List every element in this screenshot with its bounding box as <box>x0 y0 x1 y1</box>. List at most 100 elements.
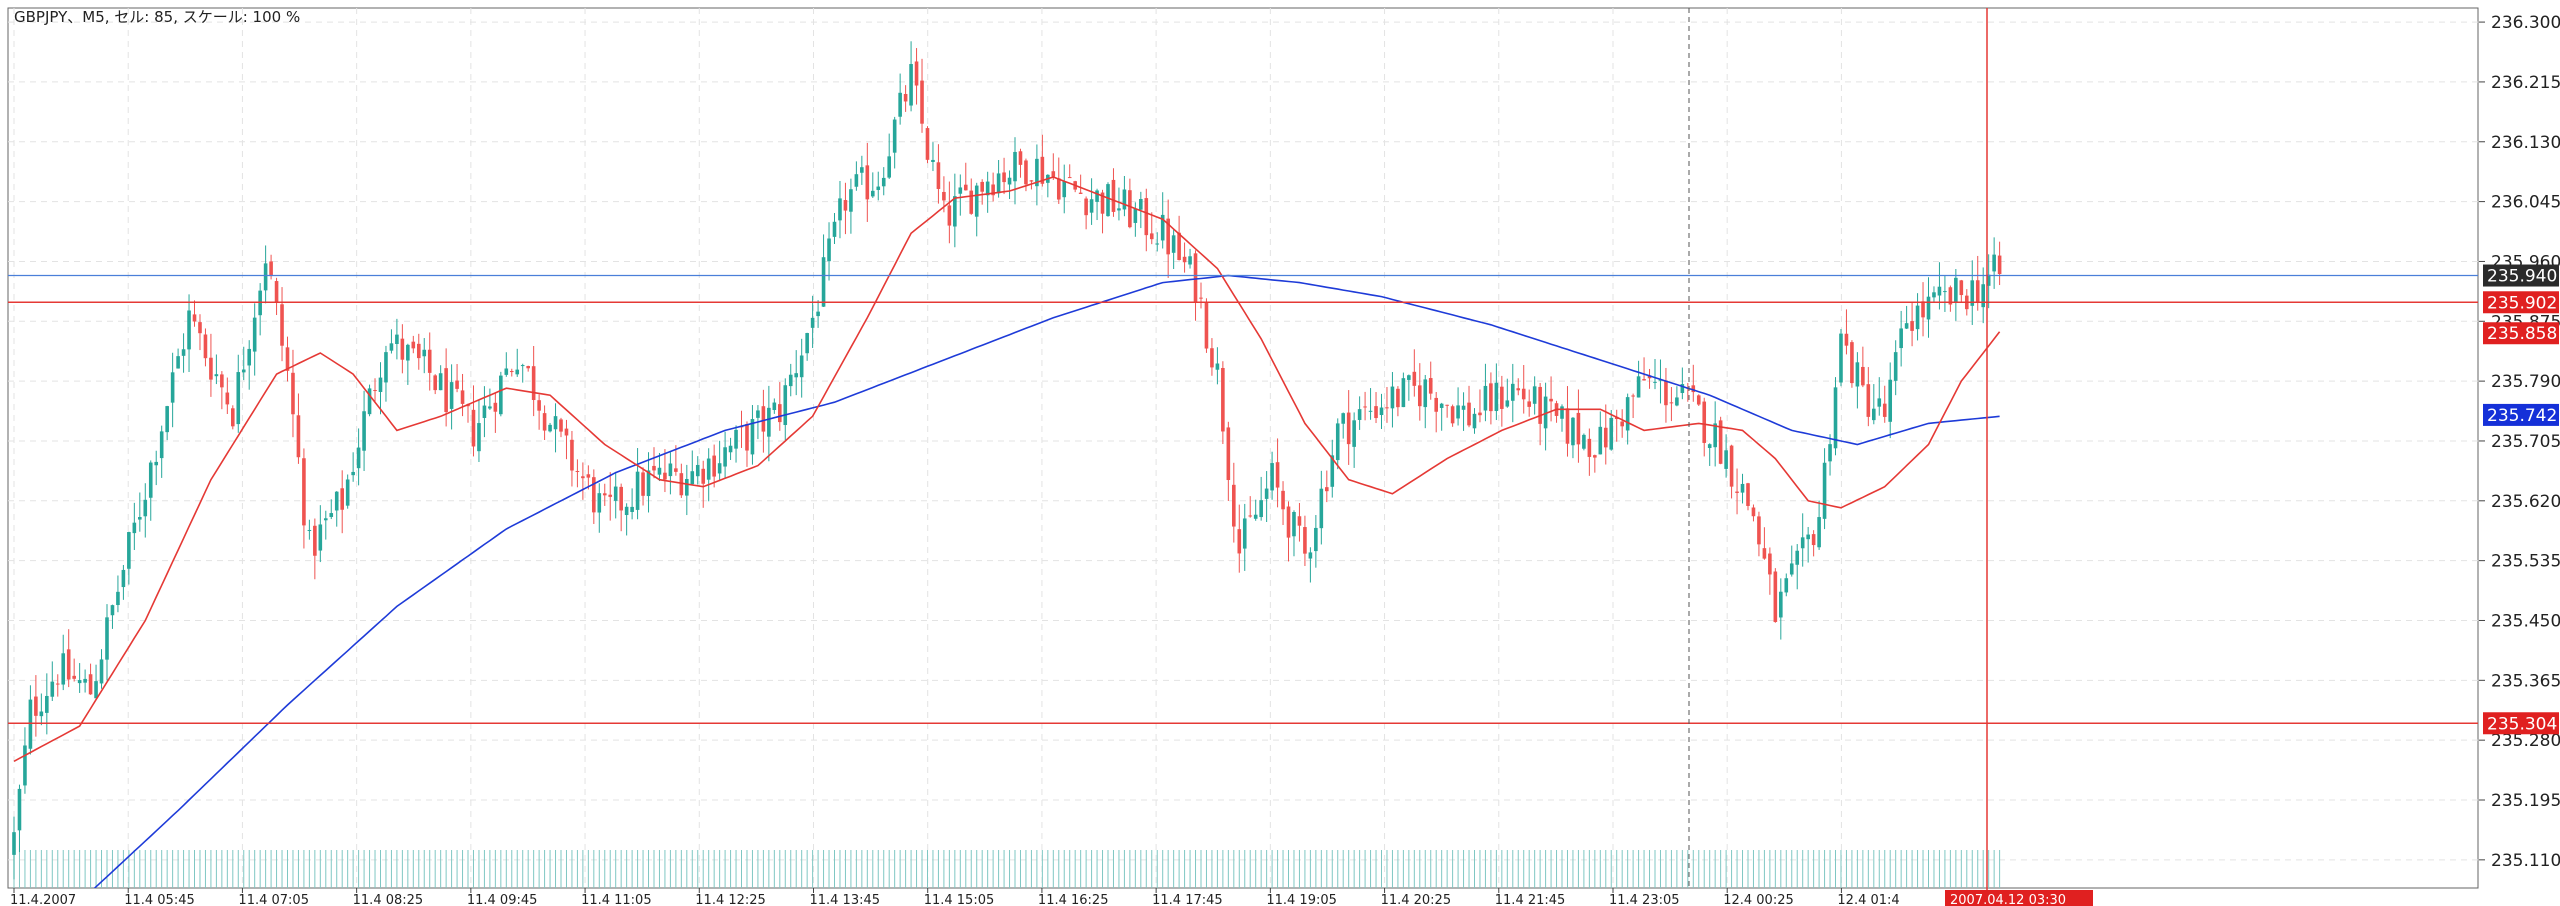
candle-body <box>220 374 224 388</box>
candle-body <box>849 189 853 212</box>
candle-body <box>460 390 465 404</box>
candle-body <box>783 385 788 425</box>
candle-body <box>1932 292 1936 298</box>
candle-body <box>1625 397 1630 431</box>
time-tick-label: 11.4 07:05 <box>238 893 309 906</box>
candle-body <box>1084 198 1088 216</box>
candle-body <box>88 674 93 695</box>
candle-body <box>66 649 71 680</box>
plot-frame <box>7 7 2479 889</box>
candle-body <box>854 174 859 187</box>
candle-body <box>635 471 640 510</box>
candle-body <box>1997 255 2002 275</box>
candle-body <box>663 472 667 480</box>
candle-body <box>1314 527 1318 552</box>
candle-body <box>12 832 16 855</box>
candle-body <box>203 334 208 359</box>
candle-body <box>499 375 503 415</box>
candle-body <box>1937 286 1942 296</box>
candle-body <box>947 205 952 226</box>
candle-body <box>679 473 684 496</box>
candle-body <box>1467 402 1471 426</box>
candle-body <box>138 517 142 520</box>
candle-body <box>974 185 979 217</box>
candle-body <box>1215 363 1220 370</box>
candle-body <box>1510 383 1515 401</box>
candle-body <box>1013 151 1017 182</box>
candle-body <box>1954 277 1958 303</box>
candle-body <box>1106 184 1110 217</box>
candle-body <box>116 591 120 606</box>
candle-body <box>313 525 317 556</box>
candle-body <box>1259 500 1263 518</box>
candle-body <box>1811 534 1816 546</box>
candle-body <box>406 344 410 361</box>
candle-body <box>1521 388 1526 400</box>
candle-body <box>1768 553 1772 575</box>
candle-body <box>1675 397 1679 406</box>
candle-body <box>706 458 711 480</box>
candle-body <box>1450 406 1455 424</box>
candle-body <box>991 184 995 196</box>
candle-body <box>1160 214 1165 241</box>
candle-body <box>630 506 634 512</box>
candle-body <box>274 281 279 303</box>
time-tick-label: 11.4 15:05 <box>924 893 995 906</box>
candle-body <box>165 406 169 433</box>
time-tick-label: 11.4 16:25 <box>1038 893 1109 906</box>
candle-body <box>1664 380 1668 406</box>
candle-body <box>805 333 809 354</box>
time-tick-label: 12.4 01:4 <box>1837 893 1899 906</box>
candle-body <box>209 357 213 380</box>
candle-body <box>1182 256 1187 263</box>
candle-body <box>1325 487 1329 492</box>
candle-body <box>187 310 191 350</box>
candle-body <box>1330 455 1335 487</box>
candle-body <box>121 569 126 588</box>
candle-body <box>1374 406 1378 419</box>
candle-body <box>1762 548 1767 559</box>
candle-body <box>400 338 405 360</box>
candle-body <box>395 334 399 345</box>
badge-background <box>2483 712 2559 735</box>
candle-body <box>1817 517 1821 548</box>
candle-body <box>1943 291 1947 293</box>
candle-body <box>291 372 295 415</box>
time-tick-label: 11.4 12:25 <box>695 893 766 906</box>
candle-body <box>1718 420 1723 464</box>
grid-lines <box>8 8 2478 888</box>
candle-body <box>1757 516 1761 545</box>
candle-body <box>1587 438 1592 457</box>
candle-body <box>422 349 427 357</box>
candle-body <box>17 788 22 831</box>
candle-body <box>1253 514 1258 519</box>
candle-body <box>827 238 831 262</box>
candle-body <box>794 373 799 378</box>
candle-body <box>887 156 891 178</box>
candle-body <box>1850 342 1854 384</box>
candle-body <box>1642 379 1646 381</box>
candle-body <box>110 605 115 616</box>
candle-body <box>1806 534 1810 540</box>
candle-body <box>778 404 782 423</box>
time-tick-label: 11.4 20:25 <box>1381 893 1452 906</box>
candle-body <box>717 463 722 474</box>
candle-body <box>1144 198 1149 236</box>
candle-body <box>340 488 344 510</box>
candle-body <box>865 165 870 200</box>
candle-body <box>1598 426 1603 455</box>
candle-body <box>1844 333 1849 346</box>
candle-body <box>685 478 689 496</box>
candle-body <box>280 304 284 346</box>
candle-body <box>1226 427 1231 481</box>
candle-body <box>1549 398 1553 402</box>
candle-body <box>1439 403 1444 408</box>
candle-body <box>1729 445 1734 487</box>
candle-body <box>1456 405 1460 419</box>
candle-body <box>345 479 350 506</box>
candle-body <box>1297 516 1302 526</box>
candle-body <box>1822 462 1827 519</box>
candle-body <box>1603 427 1608 448</box>
